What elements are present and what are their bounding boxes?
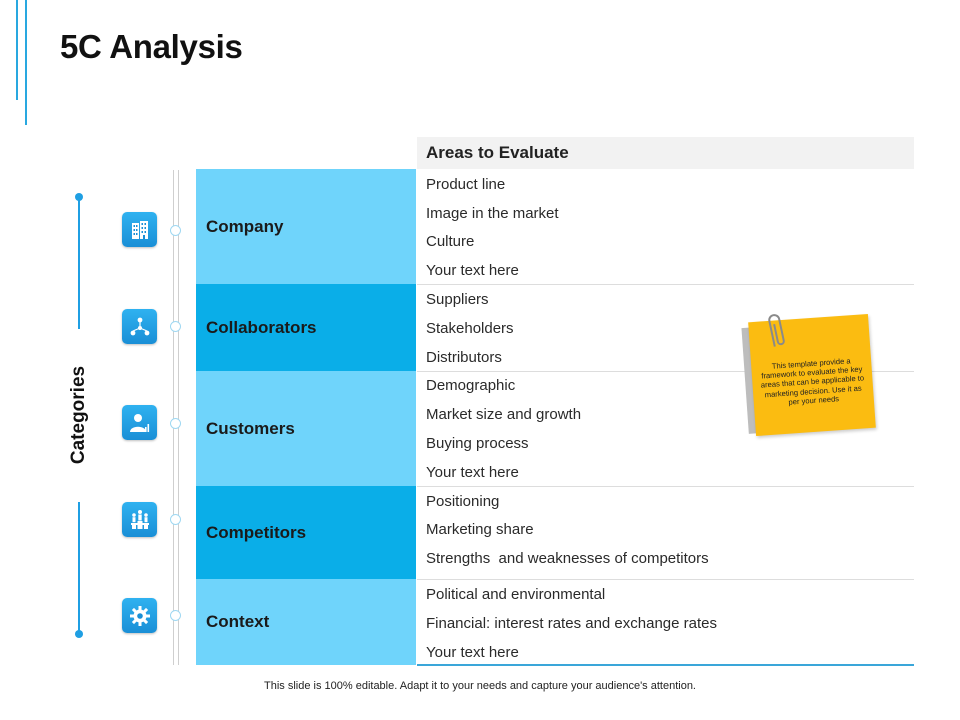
row-divider [417, 486, 914, 487]
list-item: Your text here [426, 644, 519, 661]
list-item: Suppliers [426, 291, 489, 308]
list-item: Market size and growth [426, 406, 582, 423]
page-title: 5C Analysis [60, 28, 243, 65]
list-item: Positioning [426, 493, 500, 510]
category-company: Company [196, 169, 416, 284]
list-item: Strengths and weaknesses of competitors [426, 550, 709, 567]
list-item: Marketing share [426, 521, 534, 538]
list-item: Distributors [426, 349, 502, 366]
timeline-node [170, 225, 181, 236]
timeline-node [170, 514, 181, 525]
list-item: Political and environmental [426, 586, 606, 603]
axis-line-top [78, 197, 80, 329]
timeline-node [170, 321, 181, 332]
row-divider [417, 284, 914, 285]
row-divider [417, 579, 914, 580]
category-competitors: Competitors [196, 486, 416, 579]
timeline-node [170, 418, 181, 429]
paperclip-icon [768, 314, 785, 347]
building-icon [122, 212, 157, 247]
areas-header: Areas to Evaluate [417, 137, 914, 169]
podium-people-icon [122, 502, 157, 537]
list-item: Financial: interest rates and exchange r… [426, 615, 717, 632]
category-customers: Customers [196, 371, 416, 486]
timeline-node [170, 610, 181, 621]
footer-note: This slide is 100% editable. Adapt it to… [264, 680, 696, 692]
list-item: Your text here [426, 464, 519, 481]
timeline-rail-1 [173, 170, 174, 665]
decorative-line-2 [25, 0, 27, 125]
timeline-rail-2 [178, 170, 179, 665]
network-icon [122, 309, 157, 344]
decorative-line-1 [16, 0, 18, 100]
category-context: Context [196, 579, 416, 665]
axis-dot-bottom [75, 630, 83, 638]
table-bottom-line [417, 664, 914, 666]
sticky-note-text: This template provide a framework to eva… [760, 356, 865, 407]
row-divider [417, 371, 914, 372]
list-item: Product line [426, 176, 506, 193]
list-item: Image in the market [426, 205, 559, 222]
list-item: Buying process [426, 435, 529, 452]
gear-icon [122, 598, 157, 633]
list-item: Demographic [426, 377, 516, 394]
list-item: Stakeholders [426, 320, 514, 337]
list-item: Your text here [426, 262, 519, 279]
category-collaborators: Collaborators [196, 284, 416, 371]
axis-line-bottom [78, 502, 80, 634]
list-item: Culture [426, 233, 475, 250]
user-chart-icon [122, 405, 157, 440]
categories-axis-label: Categories [68, 365, 89, 465]
